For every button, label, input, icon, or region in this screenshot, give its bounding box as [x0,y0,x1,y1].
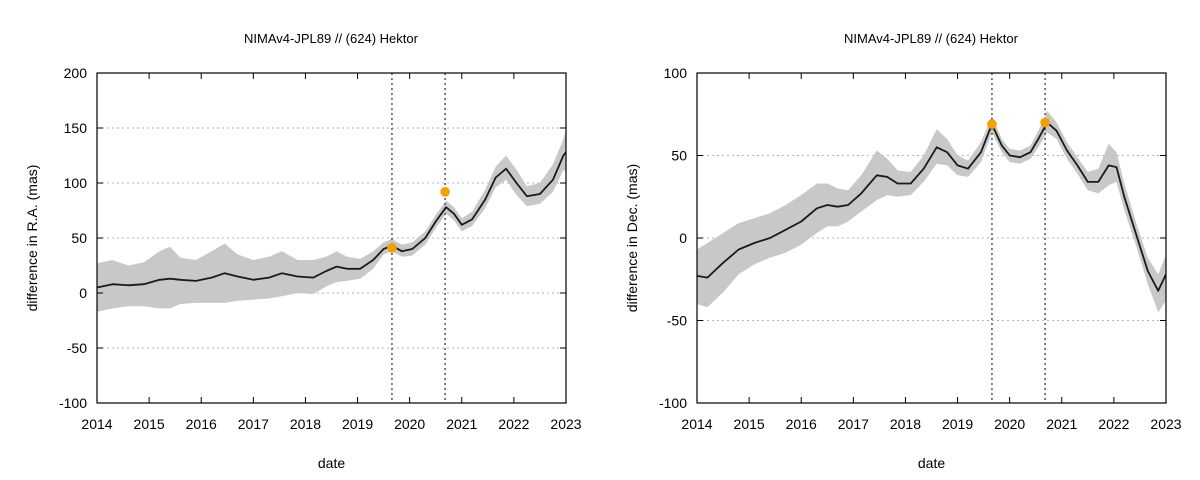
difference-line [97,151,566,289]
x-tick-label: 2015 [734,416,765,432]
y-tick-label: 150 [64,120,88,136]
x-tick-label: 2022 [498,416,529,432]
x-tick-label: 2019 [942,416,973,432]
y-tick-label: -100 [59,395,87,411]
y-tick-label: -100 [659,395,687,411]
y-tick-label: 0 [679,230,687,246]
x-tick-label: 2020 [994,416,1025,432]
chart-panel-2: NIMAv4-JPL89 // (624) Hektor -100 -50 0 50 10… [624,31,1182,471]
observation-point [987,119,997,129]
x-tick-label: 2017 [838,416,869,432]
x-axis-label: date [918,455,945,471]
x-axis-label: date [318,455,345,471]
x-tick-label: 2023 [550,416,581,432]
chart-title: NIMAv4-JPL89 // (624) Hektor [244,31,419,46]
y-tick-label: 200 [64,65,88,81]
uncertainty-band [697,110,1166,313]
y-axis-label: difference in R.A. (mas) [24,165,40,312]
x-tick-label: 2023 [1150,416,1181,432]
y-axis-label: difference in Dec. (mas) [624,164,640,312]
x-tick-label: 2016 [186,416,217,432]
chart-title: NIMAv4-JPL89 // (624) Hektor [844,31,1019,46]
x-tick-label: 2017 [238,416,269,432]
difference-line [697,121,1166,292]
x-tick-label: 2018 [890,416,921,432]
x-tick-label: 2022 [1098,416,1129,432]
x-tick-label: 2015 [134,416,165,432]
x-tick-label: 2020 [394,416,425,432]
x-tick-label: 2018 [290,416,321,432]
x-tick-label: 2014 [681,416,712,432]
chart-panel-1: NIMAv4-JPL89 // (624) Hektor -100 -50 0 50 10… [24,31,582,471]
y-tick-label: 100 [664,65,688,81]
x-tick-label: 2019 [342,416,373,432]
uncertainty-band [97,130,566,312]
x-tick-label: 2016 [786,416,817,432]
y-tick-label: 0 [79,285,87,301]
x-tick-label: 2021 [446,416,477,432]
y-tick-label: 50 [671,148,687,164]
observation-point [440,187,450,197]
x-tick-label: 2014 [81,416,112,432]
y-tick-label: -50 [667,313,687,329]
x-tick-label: 2021 [1046,416,1077,432]
observation-point [1040,117,1050,128]
y-tick-label: -50 [67,340,87,356]
y-tick-label: 50 [71,230,87,246]
observation-point [387,243,397,253]
y-tick-label: 100 [64,175,88,191]
